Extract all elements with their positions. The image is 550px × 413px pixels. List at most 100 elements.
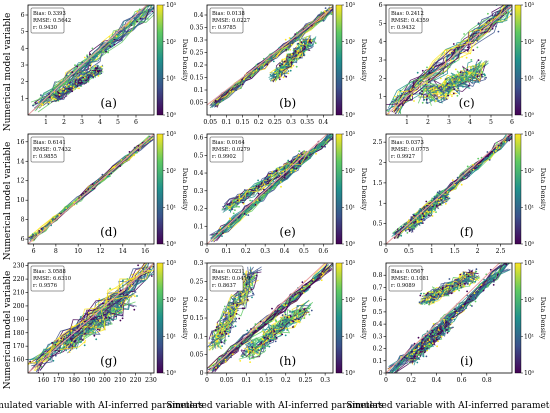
x-tick-label: 0.1 bbox=[221, 119, 231, 126]
data-point bbox=[420, 292, 422, 295]
data-point bbox=[431, 329, 433, 332]
data-point bbox=[40, 365, 43, 368]
data-point bbox=[495, 141, 498, 144]
data-point bbox=[256, 187, 258, 189]
data-point bbox=[428, 343, 431, 345]
data-point bbox=[439, 95, 442, 98]
data-point bbox=[444, 294, 447, 297]
data-point bbox=[243, 273, 245, 275]
data-point bbox=[93, 70, 96, 73]
data-point bbox=[262, 330, 265, 333]
data-point bbox=[217, 234, 219, 237]
data-point bbox=[251, 296, 253, 299]
data-point bbox=[225, 352, 228, 354]
data-point bbox=[234, 198, 237, 201]
y-tick-label: 0.7 bbox=[373, 284, 383, 291]
y-tick-label: 0.25 bbox=[190, 50, 204, 57]
data-point bbox=[84, 190, 87, 193]
x-tick-label: 0.1 bbox=[221, 248, 231, 255]
data-point bbox=[453, 60, 456, 63]
data-point bbox=[318, 14, 321, 17]
data-point bbox=[453, 88, 456, 91]
data-point bbox=[426, 349, 429, 352]
data-point bbox=[240, 87, 242, 89]
data-point bbox=[62, 86, 65, 88]
data-point bbox=[84, 333, 86, 335]
data-point bbox=[453, 308, 456, 310]
stats-line: Bias: 0.0567 bbox=[391, 269, 424, 275]
data-point bbox=[140, 277, 143, 279]
stats-line: Bias: 0.6141 bbox=[33, 140, 66, 146]
data-point bbox=[417, 82, 420, 85]
data-point bbox=[425, 98, 428, 101]
data-point bbox=[114, 38, 117, 41]
y-tick-label: 3 bbox=[379, 57, 383, 64]
data-point bbox=[273, 73, 276, 76]
data-point bbox=[65, 334, 68, 337]
data-point bbox=[423, 219, 426, 222]
data-point bbox=[464, 279, 467, 282]
x-tick-label: 220 bbox=[130, 377, 142, 384]
data-point bbox=[77, 76, 79, 79]
data-point bbox=[276, 76, 279, 79]
data-point bbox=[136, 295, 138, 297]
data-point bbox=[68, 351, 71, 353]
data-point bbox=[478, 287, 480, 290]
data-point bbox=[73, 344, 76, 347]
data-point bbox=[120, 164, 123, 167]
data-point bbox=[87, 80, 90, 83]
data-point bbox=[449, 59, 452, 62]
stats-line: RMSE: 0.0279 bbox=[212, 147, 250, 153]
stats-line: r: 0.9855 bbox=[33, 154, 57, 160]
data-point bbox=[420, 220, 423, 223]
data-point bbox=[54, 354, 57, 357]
data-point bbox=[98, 324, 100, 326]
data-point bbox=[474, 74, 477, 77]
colorbar-tick-label: 10² bbox=[524, 297, 535, 304]
data-point bbox=[49, 96, 51, 98]
data-point bbox=[225, 329, 228, 332]
data-point bbox=[423, 212, 426, 215]
data-point bbox=[491, 153, 493, 156]
data-point bbox=[292, 326, 294, 328]
data-point bbox=[469, 304, 472, 306]
data-point bbox=[447, 326, 450, 329]
data-point bbox=[428, 337, 431, 340]
data-point bbox=[250, 191, 253, 194]
data-point bbox=[72, 335, 75, 338]
data-point bbox=[476, 46, 479, 49]
data-trace bbox=[436, 60, 482, 102]
data-point bbox=[446, 196, 449, 199]
data-point bbox=[476, 40, 479, 42]
x-tick-label: 0.15 bbox=[259, 377, 273, 384]
data-point bbox=[421, 101, 424, 104]
data-point bbox=[227, 304, 230, 307]
x-tick-label: 0.2 bbox=[254, 119, 264, 126]
data-trace bbox=[423, 70, 482, 99]
data-trace bbox=[278, 34, 310, 78]
data-point bbox=[432, 340, 435, 343]
data-point bbox=[456, 287, 459, 290]
data-point bbox=[499, 19, 502, 22]
data-point bbox=[298, 160, 301, 163]
data-point bbox=[419, 92, 421, 94]
data-point bbox=[472, 67, 475, 70]
data-point bbox=[320, 279, 323, 282]
colorbar-label: Data Density bbox=[539, 297, 547, 340]
x-tick-label: 6 bbox=[510, 119, 514, 126]
data-trace bbox=[216, 11, 333, 106]
data-point bbox=[259, 186, 262, 189]
data-point bbox=[54, 343, 57, 346]
data-point bbox=[439, 328, 442, 331]
data-point bbox=[478, 75, 481, 77]
data-point bbox=[448, 190, 450, 193]
data-point bbox=[443, 98, 445, 101]
colorbar-tick-label: 10³ bbox=[345, 131, 356, 138]
data-point bbox=[442, 197, 445, 199]
data-point bbox=[86, 54, 88, 57]
data-point bbox=[281, 314, 284, 317]
data-point bbox=[324, 139, 327, 142]
data-point bbox=[298, 156, 301, 159]
data-point bbox=[219, 227, 222, 230]
data-point bbox=[279, 181, 282, 183]
